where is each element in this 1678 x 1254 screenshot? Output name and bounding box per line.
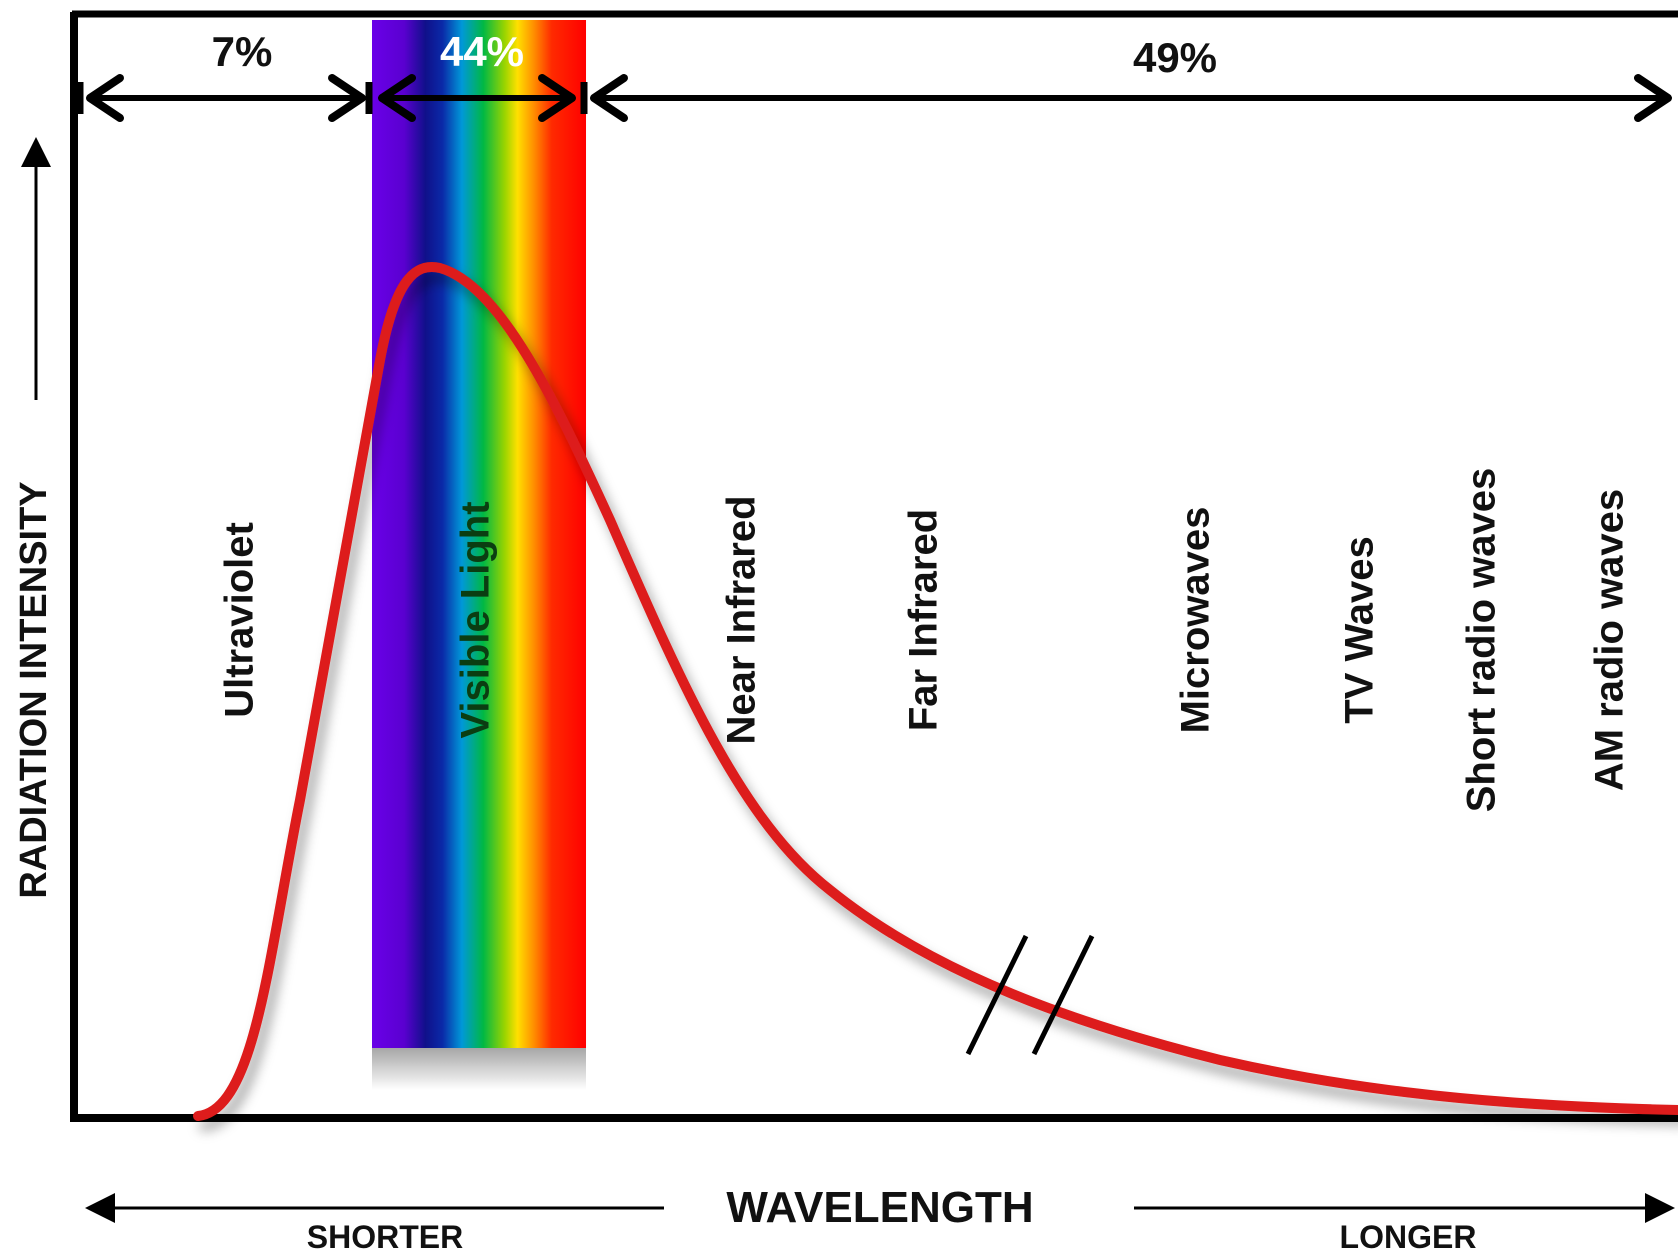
band-label-microwaves: Microwaves — [1174, 507, 1218, 734]
band-label-short-radio-waves: Short radio waves — [1460, 468, 1504, 813]
band-label-near-infrared: Near Infrared — [720, 496, 764, 745]
visible-spectrum-band — [372, 20, 586, 1048]
visible-percent-label: 44% — [440, 28, 524, 75]
shorter-label: SHORTER — [307, 1219, 463, 1254]
longer-label: LONGER — [1340, 1219, 1477, 1254]
band-label-am-radio-waves: AM radio waves — [1588, 489, 1632, 791]
x-axis-label: WAVELENGTH — [726, 1183, 1033, 1232]
band-label-far-infrared: Far Infrared — [902, 509, 946, 731]
band-label-visible-light: Visible Light — [454, 501, 498, 738]
axis-break-mark — [965, 934, 1095, 1056]
range-arrows — [86, 74, 1672, 122]
range-ticks — [76, 82, 588, 114]
band-label-tv-waves: TV Waves — [1338, 536, 1382, 723]
y-axis-label: RADIATION INTENSITY — [13, 481, 55, 898]
band-labels: Ultraviolet Visible Light Near Infrared … — [218, 468, 1632, 813]
band-label-ultraviolet: Ultraviolet — [218, 522, 262, 718]
radiation-intensity-curve — [193, 262, 1678, 1121]
uv-percent-label: 7% — [212, 28, 273, 75]
ir-percent-label: 49% — [1133, 34, 1217, 81]
spectrum-shadow-bottom — [372, 1048, 586, 1090]
